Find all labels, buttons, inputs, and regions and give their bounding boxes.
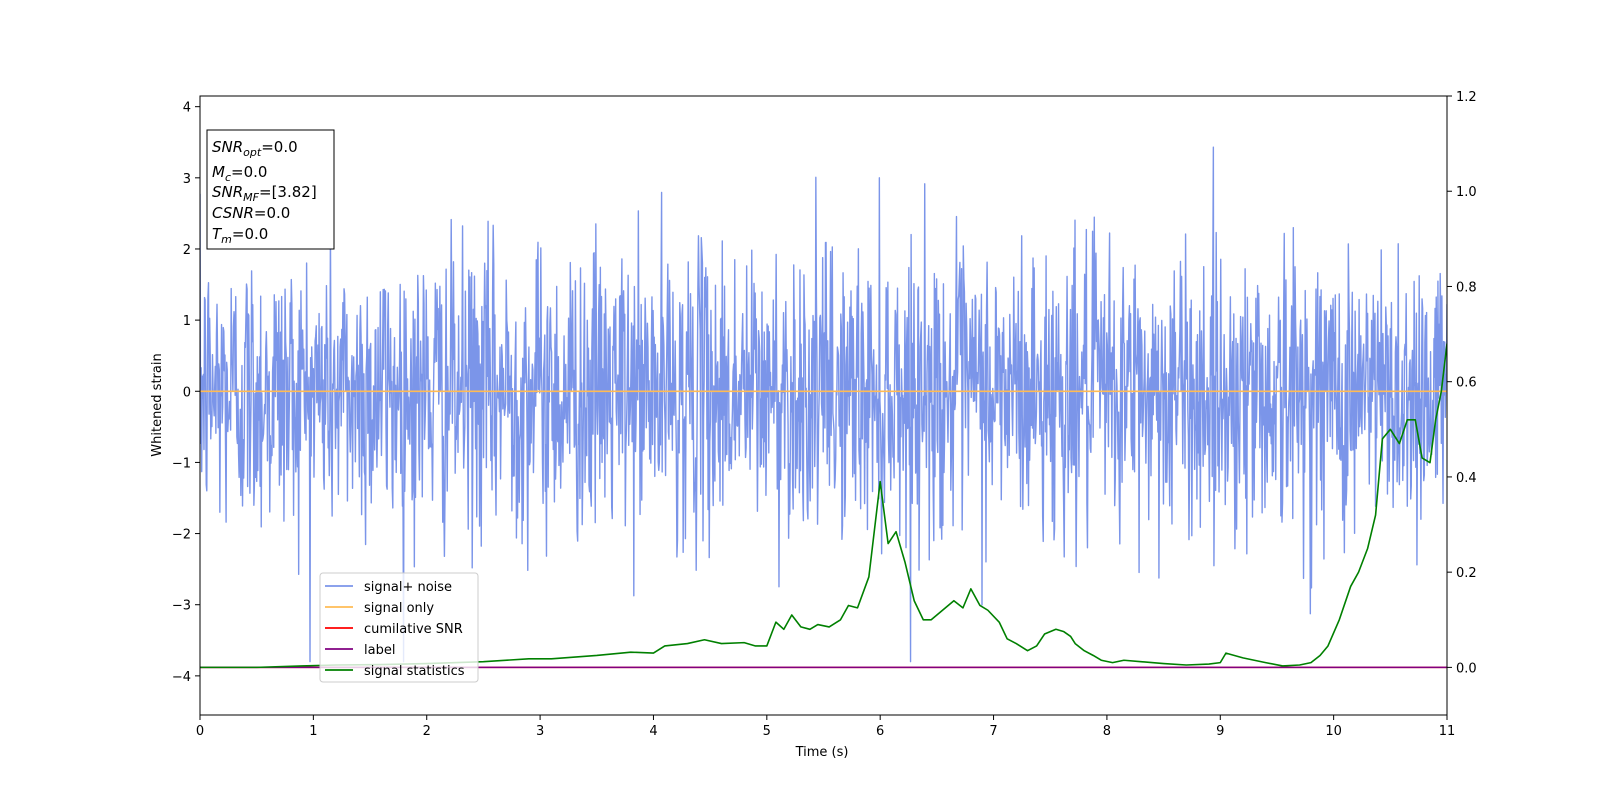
info-sub: c — [225, 171, 231, 184]
info-main: SNR — [212, 138, 243, 156]
y-left-tick-label: 1 — [183, 314, 191, 329]
info-box: SNRopt=0.0Mc=0.0SNRMF=[3.82]CSNR=0.0Tm=0… — [206, 129, 335, 250]
x-tick-label: 10 — [1325, 724, 1342, 739]
info-box-line: SNRopt=0.0 — [212, 138, 298, 159]
x-axis: 0 1 2 3 4 5 6 7 8 9 10 11 — [196, 715, 1455, 739]
y-left-tick-label: −4 — [172, 670, 191, 685]
y-right-tick-label: 0.4 — [1456, 471, 1477, 486]
legend-entry: cumilative SNR — [364, 622, 463, 637]
legend-frame — [319, 572, 479, 683]
info-sub: MF — [243, 191, 259, 204]
info-box-line: Tm=0.0 — [212, 225, 268, 246]
info-sub: m — [221, 233, 232, 246]
y-right-tick-label: 0.6 — [1456, 376, 1477, 391]
info-main: M — [212, 163, 225, 181]
x-tick-label: 2 — [423, 724, 431, 739]
x-tick-label: 0 — [196, 724, 204, 739]
info-box-line: SNRMF=[3.82] — [212, 183, 317, 204]
y-left-tick-label: 3 — [183, 172, 191, 187]
info-sub: opt — [243, 146, 262, 159]
y-right-tick-label: 0.8 — [1456, 280, 1477, 295]
x-axis-label: Time (s) — [795, 745, 849, 760]
info-box-frame — [206, 129, 335, 250]
y-right-tick-label: 0.2 — [1456, 566, 1477, 581]
x-tick-label: 6 — [876, 724, 884, 739]
x-tick-label: 4 — [649, 724, 657, 739]
y-axis-right: 1.2 1.0 0.8 0.6 0.4 0.2 0.0 — [1447, 90, 1477, 676]
info-value: =0.0 — [232, 225, 268, 243]
info-value: =0.0 — [231, 163, 267, 181]
x-tick-label: 1 — [309, 724, 317, 739]
y-left-tick-label: −2 — [172, 528, 191, 543]
info-main: CSNR — [212, 204, 254, 222]
info-box-line: Mc=0.0 — [212, 163, 267, 184]
x-tick-label: 3 — [536, 724, 544, 739]
legend: signal+ noise signal only cumilative SNR la… — [319, 572, 479, 683]
series-signal-noise — [200, 146, 1447, 663]
y-axis-label: Whitened strain — [150, 353, 165, 456]
y-left-tick-label: −3 — [172, 599, 191, 614]
y-right-tick-label: 1.0 — [1456, 185, 1477, 200]
y-right-tick-label: 0.0 — [1456, 661, 1477, 676]
info-value: =[3.82] — [259, 183, 317, 201]
y-left-tick-label: 0 — [183, 385, 191, 400]
legend-entry: signal+ noise — [364, 580, 452, 595]
legend-entry: signal only — [364, 601, 434, 616]
x-tick-label: 9 — [1216, 724, 1224, 739]
legend-entry: label — [364, 643, 395, 658]
info-box-line: CSNR=0.0 — [212, 204, 290, 222]
info-main: SNR — [212, 183, 243, 201]
y-axis-left: 4 3 2 1 0 −1 −2 −3 −4 — [172, 101, 200, 685]
y-right-tick-label: 1.2 — [1456, 90, 1477, 105]
x-tick-label: 7 — [989, 724, 997, 739]
legend-entry: signal statistics — [364, 664, 465, 679]
x-tick-label: 8 — [1103, 724, 1111, 739]
y-left-tick-label: 4 — [183, 101, 191, 116]
y-left-tick-label: −1 — [172, 456, 191, 471]
x-tick-label: 5 — [763, 724, 771, 739]
info-value: =0.0 — [254, 204, 290, 222]
info-main: T — [212, 225, 223, 243]
info-value: =0.0 — [261, 138, 297, 156]
y-left-tick-label: 2 — [183, 243, 191, 258]
x-tick-label: 11 — [1439, 724, 1456, 739]
series-signal-statistics — [200, 343, 1447, 669]
plot-frame — [199, 95, 1448, 716]
